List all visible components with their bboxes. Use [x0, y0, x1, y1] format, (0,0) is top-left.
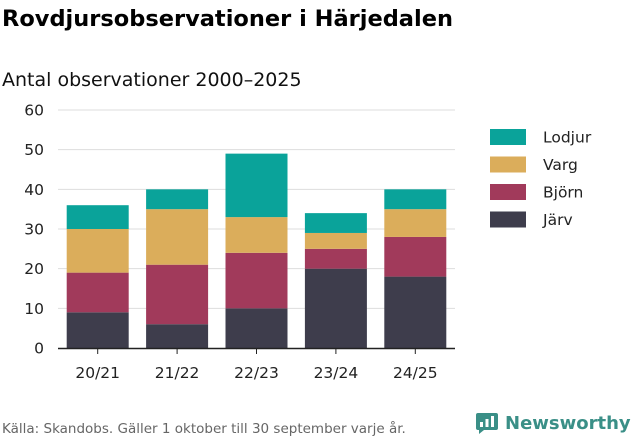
legend-item-varg: Varg: [490, 156, 578, 174]
legend-label: Lodjur: [543, 129, 592, 147]
bar-bjorn-22-23: [225, 252, 288, 309]
bar-jarv-23-24: [304, 268, 367, 348]
bar-bjorn-20-21: [66, 272, 129, 313]
chart-title: Rovdjursobservationer i Härjedalen: [2, 6, 453, 32]
y-axis-ticks: 0 10 20 30 40 50 60: [24, 102, 44, 358]
legend-swatch: [490, 184, 526, 200]
legend-item-bjorn: Björn: [490, 184, 583, 202]
legend: Lodjur Varg Björn Järv: [490, 129, 592, 229]
bar-varg-20-21: [66, 229, 129, 273]
brand: Newsworthy: [475, 408, 631, 438]
y-tick-label: 50: [24, 141, 44, 159]
legend-item-lodjur: Lodjur: [490, 129, 592, 147]
bar-jarv-24-25: [384, 276, 447, 348]
bar-varg-21-22: [146, 209, 209, 265]
y-tick-label: 30: [24, 221, 44, 239]
bar-bjorn-21-22: [146, 264, 209, 325]
bar-varg-22-23: [225, 217, 288, 253]
bar-bjorn-24-25: [384, 236, 447, 277]
x-axis-ticks: 20/21 21/22 22/23 23/24 24/25: [75, 348, 438, 382]
bar-stack-20-21: [66, 205, 129, 348]
y-tick-label: 0: [34, 340, 44, 358]
chart-subtitle: Antal observationer 2000–2025: [2, 69, 302, 91]
bar-bjorn-23-24: [304, 248, 367, 269]
x-tick-label: 24/25: [393, 364, 438, 382]
bar-varg-23-24: [304, 232, 367, 249]
legend-label: Varg: [543, 156, 578, 174]
bar-varg-24-25: [384, 209, 447, 237]
legend-label: Björn: [543, 184, 583, 202]
bar-jarv-22-23: [225, 308, 288, 348]
legend-swatch: [490, 129, 526, 145]
x-tick-label: 23/24: [314, 364, 359, 382]
legend-swatch: [490, 156, 526, 173]
legend-label: Järv: [542, 211, 573, 229]
bar-jarv-20-21: [66, 312, 129, 348]
legend-item-jarv: Järv: [490, 211, 573, 229]
x-tick-label: 20/21: [75, 364, 120, 382]
bar-lodjur-23-24: [304, 213, 367, 233]
bars: [66, 153, 447, 348]
x-tick-label: 22/23: [234, 364, 279, 382]
bar-chart-logo-icon: [476, 413, 498, 434]
bar-lodjur-20-21: [66, 205, 129, 229]
bar-lodjur-24-25: [384, 189, 447, 210]
bar-stack-24-25: [384, 189, 447, 348]
bar-jarv-21-22: [146, 324, 209, 348]
bar-stack-22-23: [225, 153, 288, 348]
legend-swatch: [490, 211, 526, 228]
y-tick-label: 10: [24, 300, 44, 318]
y-tick-label: 60: [24, 102, 44, 120]
bar-stack-23-24: [304, 213, 367, 348]
y-tick-label: 20: [24, 260, 44, 278]
bar-lodjur-22-23: [225, 153, 288, 218]
bar-lodjur-21-22: [146, 189, 209, 210]
x-tick-label: 21/22: [155, 364, 200, 382]
source-note: Källa: Skandobs. Gäller 1 oktober till 3…: [2, 421, 406, 437]
y-tick-label: 40: [24, 181, 44, 199]
brand-name: Newsworthy: [505, 412, 631, 434]
bar-stack-21-22: [146, 189, 209, 348]
